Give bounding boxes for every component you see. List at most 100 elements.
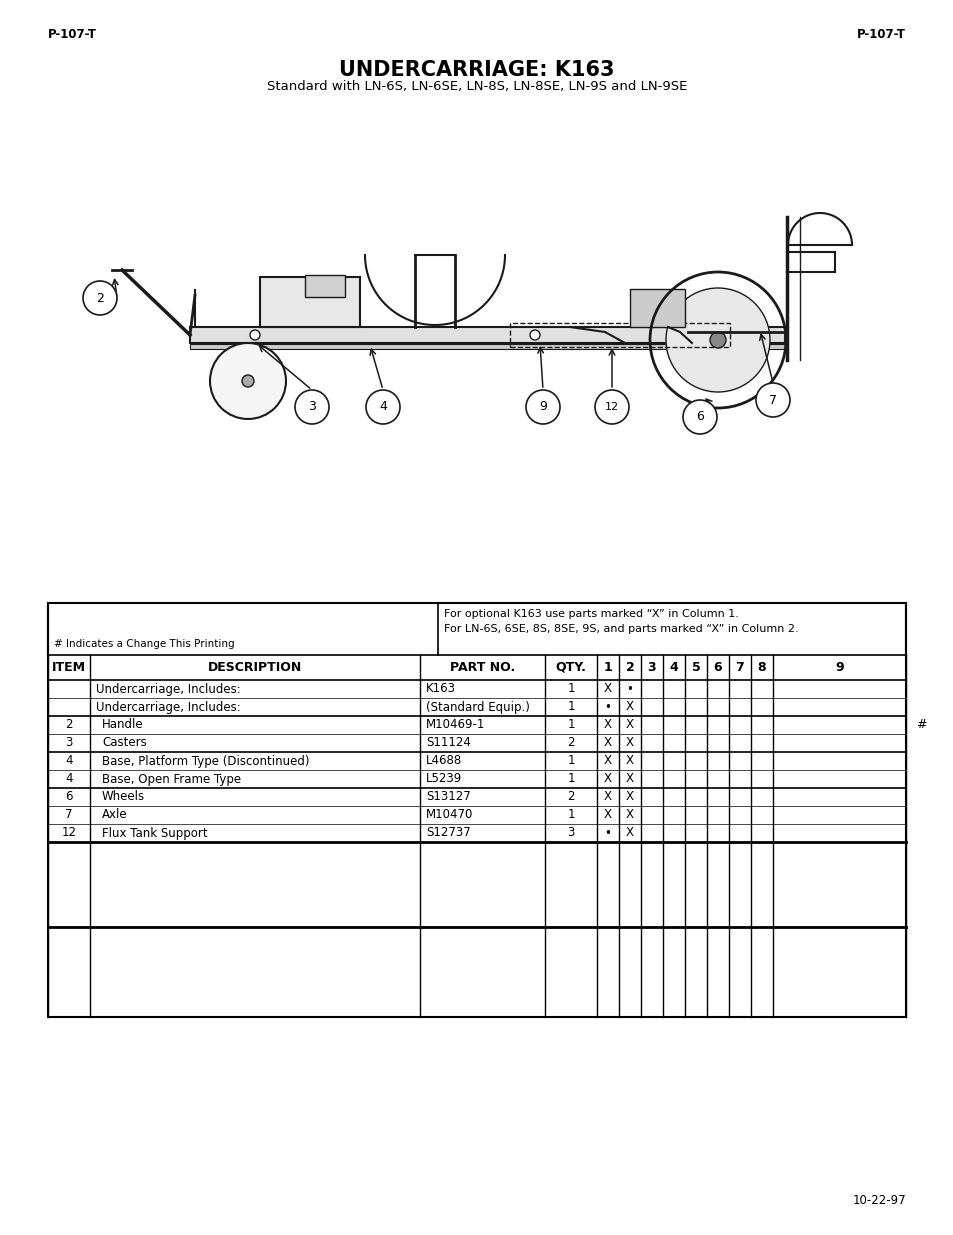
Text: DESCRIPTION: DESCRIPTION xyxy=(208,661,302,674)
Text: P-107-T: P-107-T xyxy=(856,28,905,41)
Text: X: X xyxy=(603,755,612,767)
Text: X: X xyxy=(625,809,634,821)
Text: X: X xyxy=(603,809,612,821)
Text: 12: 12 xyxy=(61,826,76,840)
Text: 3: 3 xyxy=(567,826,574,840)
Text: S13127: S13127 xyxy=(426,790,470,804)
Circle shape xyxy=(530,330,539,340)
Bar xyxy=(190,345,784,350)
Text: X: X xyxy=(625,790,634,804)
Bar xyxy=(190,327,784,343)
Text: 1: 1 xyxy=(567,683,574,695)
Text: For LN-6S, 6SE, 8S, 8SE, 9S, and parts marked “X” in Column 2.: For LN-6S, 6SE, 8S, 8SE, 9S, and parts m… xyxy=(443,624,798,634)
Text: Axle: Axle xyxy=(102,809,128,821)
Text: 2: 2 xyxy=(96,291,104,305)
Bar xyxy=(260,277,359,327)
Text: •: • xyxy=(604,826,611,840)
Text: UNDERCARRIAGE: K163: UNDERCARRIAGE: K163 xyxy=(339,61,614,80)
Text: 4: 4 xyxy=(378,400,387,414)
Text: S11124: S11124 xyxy=(426,736,471,750)
Text: Undercarriage, Includes:: Undercarriage, Includes: xyxy=(96,683,240,695)
Text: 1: 1 xyxy=(567,719,574,731)
Circle shape xyxy=(250,330,260,340)
Text: X: X xyxy=(603,719,612,731)
Text: Casters: Casters xyxy=(102,736,147,750)
Bar xyxy=(305,275,345,296)
Text: X: X xyxy=(603,683,612,695)
Circle shape xyxy=(709,332,725,348)
Circle shape xyxy=(755,383,789,417)
Bar xyxy=(48,603,905,1016)
Text: P-107-T: P-107-T xyxy=(48,28,97,41)
Text: 10-22-97: 10-22-97 xyxy=(851,1194,905,1207)
Text: •: • xyxy=(604,700,611,714)
Text: 4: 4 xyxy=(65,773,72,785)
Text: 1: 1 xyxy=(567,809,574,821)
Text: 6: 6 xyxy=(65,790,72,804)
Text: 7: 7 xyxy=(768,394,776,406)
Text: L5239: L5239 xyxy=(426,773,462,785)
Text: 1: 1 xyxy=(567,700,574,714)
Text: X: X xyxy=(625,826,634,840)
Text: 4: 4 xyxy=(669,661,678,674)
Bar xyxy=(510,324,729,347)
Text: QTY.: QTY. xyxy=(555,661,586,674)
Text: PART NO.: PART NO. xyxy=(450,661,515,674)
Circle shape xyxy=(665,288,769,391)
Text: M10469-1: M10469-1 xyxy=(426,719,485,731)
Circle shape xyxy=(242,375,253,387)
Text: 7: 7 xyxy=(735,661,743,674)
Text: X: X xyxy=(625,700,634,714)
Text: Handle: Handle xyxy=(102,719,144,731)
Text: (Standard Equip.): (Standard Equip.) xyxy=(426,700,529,714)
Text: 4: 4 xyxy=(65,755,72,767)
Text: ITEM: ITEM xyxy=(52,661,86,674)
Text: # Indicates a Change This Printing: # Indicates a Change This Printing xyxy=(54,638,234,650)
Text: 3: 3 xyxy=(308,400,315,414)
Circle shape xyxy=(525,390,559,424)
Text: Standard with LN-6S, LN-6SE, LN-8S, LN-8SE, LN-9S and LN-9SE: Standard with LN-6S, LN-6SE, LN-8S, LN-8… xyxy=(267,80,686,93)
Circle shape xyxy=(682,400,717,433)
Circle shape xyxy=(366,390,399,424)
Text: X: X xyxy=(603,736,612,750)
Text: L4688: L4688 xyxy=(426,755,462,767)
Text: 5: 5 xyxy=(691,661,700,674)
Text: 1: 1 xyxy=(567,773,574,785)
Text: 2: 2 xyxy=(567,790,574,804)
Bar xyxy=(629,289,684,327)
Text: 1: 1 xyxy=(603,661,612,674)
Text: 8: 8 xyxy=(757,661,765,674)
Text: X: X xyxy=(625,773,634,785)
Text: S12737: S12737 xyxy=(426,826,470,840)
Text: 9: 9 xyxy=(834,661,842,674)
Text: For optional K163 use parts marked “X” in Column 1.: For optional K163 use parts marked “X” i… xyxy=(443,609,739,619)
Text: 1: 1 xyxy=(567,755,574,767)
Text: Undercarriage, Includes:: Undercarriage, Includes: xyxy=(96,700,240,714)
Text: 6: 6 xyxy=(713,661,721,674)
Text: X: X xyxy=(625,719,634,731)
Text: 2: 2 xyxy=(625,661,634,674)
Text: Base, Open Frame Type: Base, Open Frame Type xyxy=(102,773,241,785)
Text: Flux Tank Support: Flux Tank Support xyxy=(102,826,208,840)
Circle shape xyxy=(210,343,286,419)
Text: 3: 3 xyxy=(65,736,72,750)
Text: X: X xyxy=(603,773,612,785)
Text: Wheels: Wheels xyxy=(102,790,145,804)
Text: X: X xyxy=(625,736,634,750)
Text: K163: K163 xyxy=(426,683,456,695)
Text: Base, Platform Type (Discontinued): Base, Platform Type (Discontinued) xyxy=(102,755,309,767)
Text: 7: 7 xyxy=(65,809,72,821)
Text: 12: 12 xyxy=(604,403,618,412)
Circle shape xyxy=(83,282,117,315)
Text: X: X xyxy=(603,790,612,804)
Text: M10470: M10470 xyxy=(426,809,473,821)
Text: 2: 2 xyxy=(65,719,72,731)
Circle shape xyxy=(595,390,628,424)
Text: X: X xyxy=(625,755,634,767)
Text: 3: 3 xyxy=(647,661,656,674)
Text: •: • xyxy=(626,683,633,695)
Text: 9: 9 xyxy=(538,400,546,414)
Text: 6: 6 xyxy=(696,410,703,424)
Circle shape xyxy=(294,390,329,424)
Text: #: # xyxy=(915,719,925,731)
